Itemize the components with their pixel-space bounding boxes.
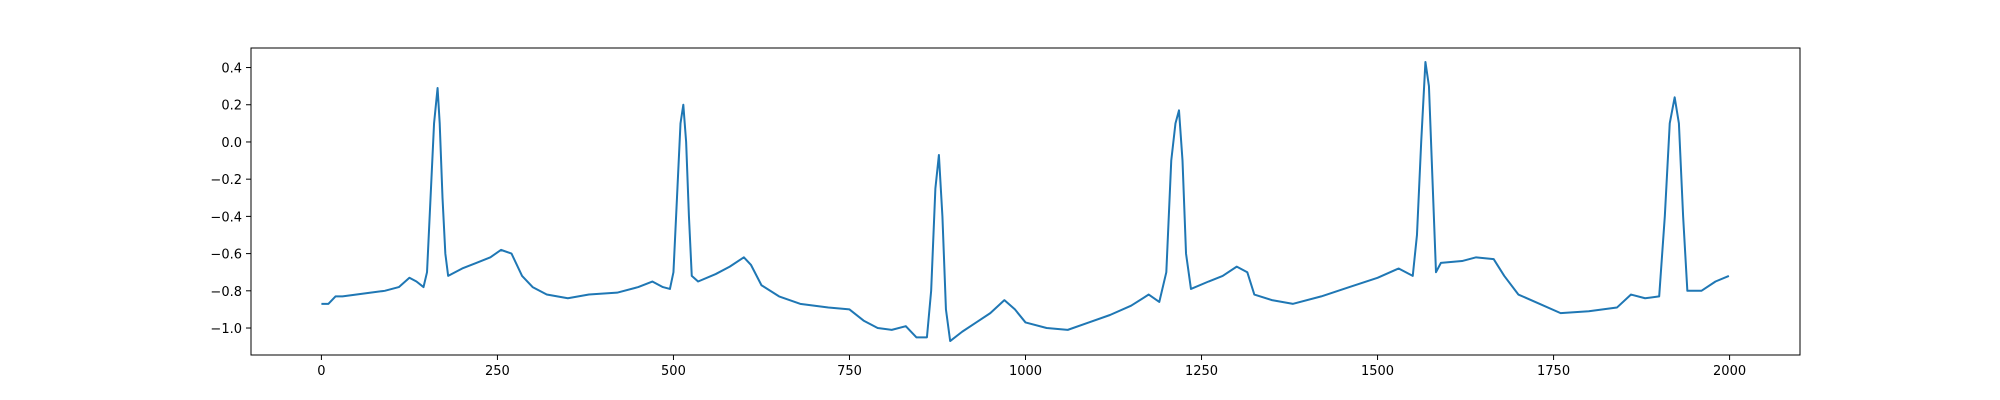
x-tick-label: 1000 [1009,364,1042,379]
x-tick-label: 750 [837,364,862,379]
x-tick-label: 0 [317,364,325,379]
y-tick-label: 0.0 [221,136,242,151]
axes-frame [250,47,1801,356]
x-tick-label: 2000 [1713,364,1746,379]
y-tick-label: −0.6 [210,248,242,263]
y-tick-label: −0.8 [210,285,242,300]
x-tick-label: 500 [661,364,686,379]
x-tick-label: 1750 [1537,364,1570,379]
y-tick-label: 0.2 [221,99,242,114]
x-tick-label: 1250 [1185,364,1218,379]
y-tick-label: 0.4 [221,62,242,77]
y-tick-label: −0.2 [210,173,242,188]
data-line [321,60,1730,343]
y-tick-label: −1.0 [210,322,242,337]
x-tick-label: 1500 [1361,364,1394,379]
y-tick-label: −0.4 [210,210,242,225]
x-tick-label: 250 [485,364,510,379]
